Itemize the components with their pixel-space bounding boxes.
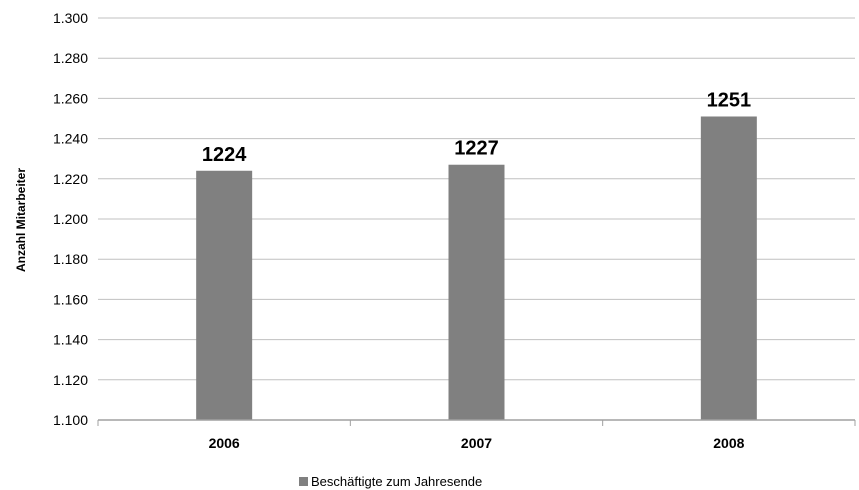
y-axis-tick-labels: 1.100 1.120 1.140 1.160 1.180 1.200 1.220 1.240… <box>53 10 88 428</box>
bar-2006 <box>196 170 253 420</box>
y-tick-label: 1.160 <box>53 291 88 307</box>
y-tick-label: 1.140 <box>53 332 88 348</box>
y-tick-label: 1.180 <box>53 251 88 267</box>
y-tick-label: 1.260 <box>53 90 88 106</box>
y-tick-label: 1.280 <box>53 50 88 66</box>
x-axis <box>97 419 856 426</box>
data-label-2008: 1251 <box>707 89 752 111</box>
y-tick-label: 1.120 <box>53 372 88 388</box>
y-tick-label: 1.100 <box>53 412 88 428</box>
x-tick-label-2008: 2008 <box>713 435 744 451</box>
y-tick-label: 1.240 <box>53 131 88 147</box>
bars <box>196 116 757 421</box>
x-tick-label-2007: 2007 <box>461 435 492 451</box>
y-axis-label: Anzahl Mitarbeiter <box>14 168 28 272</box>
data-label-2006: 1224 <box>202 144 247 166</box>
data-labels: 1224 1227 1251 <box>202 89 751 165</box>
x-tick-label-2006: 2006 <box>209 435 240 451</box>
y-tick-label: 1.300 <box>53 10 88 26</box>
x-axis-tick-labels: 2006 2007 2008 <box>209 435 745 451</box>
legend-label: Beschäftigte zum Jahresende <box>311 474 482 489</box>
bar-2008 <box>700 116 757 421</box>
y-tick-label: 1.200 <box>53 211 88 227</box>
legend-swatch <box>299 477 308 486</box>
bar-2007 <box>448 164 505 420</box>
y-tick-label: 1.220 <box>53 171 88 187</box>
legend: Beschäftigte zum Jahresende <box>299 474 482 489</box>
data-label-2007: 1227 <box>454 138 499 160</box>
